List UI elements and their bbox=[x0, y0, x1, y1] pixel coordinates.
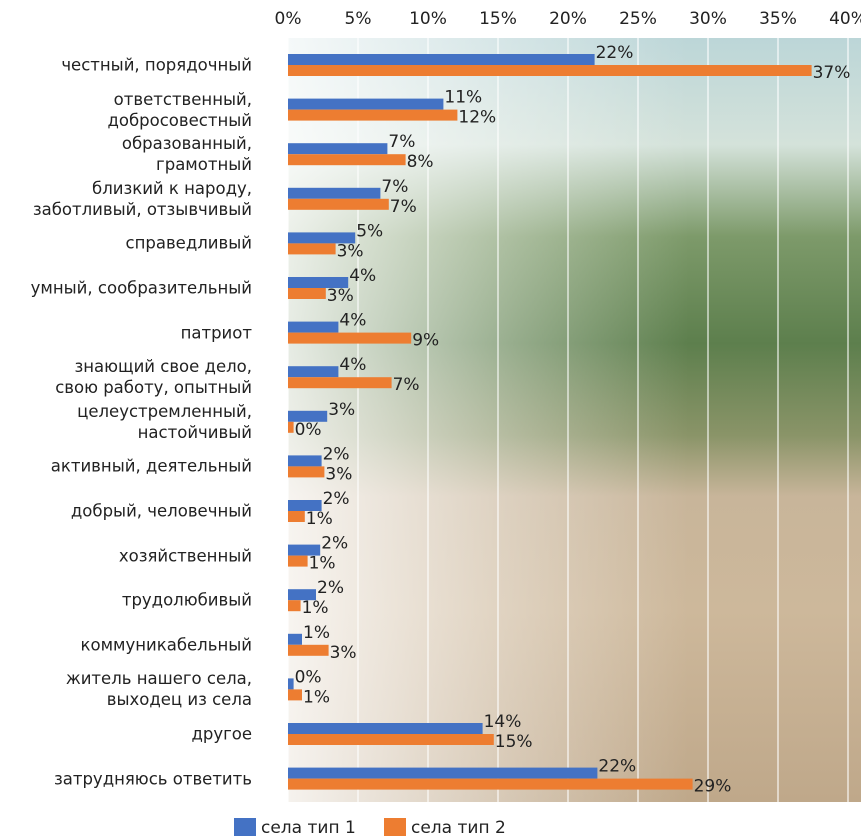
x-tick-label: 35% bbox=[759, 9, 797, 29]
bar bbox=[288, 511, 305, 522]
category-label: близкий к народу, заботливый, отзывчивый bbox=[0, 178, 252, 220]
value-label: 22% bbox=[596, 43, 634, 63]
bar bbox=[288, 288, 326, 299]
value-label: 5% bbox=[356, 221, 383, 241]
value-label: 3% bbox=[330, 643, 357, 663]
bar bbox=[288, 455, 322, 466]
value-label: 37% bbox=[813, 63, 851, 83]
category-label: честный, порядочный bbox=[0, 55, 252, 76]
value-label: 2% bbox=[323, 489, 350, 509]
bar bbox=[288, 143, 387, 154]
category-label: хозяйственный bbox=[0, 545, 252, 566]
bar bbox=[288, 768, 597, 779]
value-label: 15% bbox=[495, 732, 533, 752]
bar bbox=[288, 333, 411, 344]
legend-label: села тип 2 bbox=[411, 818, 506, 837]
page: 0%5%10%15%20%25%30%35%40%22%37%11%12%7%8… bbox=[0, 0, 861, 837]
bar bbox=[288, 99, 443, 110]
bar bbox=[288, 54, 595, 65]
category-label: патриот bbox=[0, 322, 252, 343]
value-label: 9% bbox=[412, 331, 439, 351]
bar bbox=[288, 689, 302, 700]
bar bbox=[288, 556, 308, 567]
value-label: 7% bbox=[381, 177, 408, 197]
category-label: трудолюбивый bbox=[0, 590, 252, 611]
bar bbox=[288, 645, 329, 656]
value-label: 0% bbox=[295, 420, 322, 440]
category-label: умный, сообразительный bbox=[0, 278, 252, 299]
value-label: 2% bbox=[317, 578, 344, 598]
category-label: активный, деятельный bbox=[0, 456, 252, 477]
bar bbox=[288, 600, 301, 611]
x-tick-label: 40% bbox=[829, 9, 861, 29]
category-label: коммуникабельный bbox=[0, 634, 252, 655]
bar bbox=[288, 199, 389, 210]
value-label: 3% bbox=[328, 400, 355, 420]
bar bbox=[288, 188, 380, 199]
value-label: 2% bbox=[323, 444, 350, 464]
x-tick-label: 30% bbox=[689, 9, 727, 29]
x-tick-label: 20% bbox=[549, 9, 587, 29]
bar bbox=[288, 322, 338, 333]
value-label: 1% bbox=[303, 687, 330, 707]
value-label: 2% bbox=[321, 534, 348, 554]
bar bbox=[288, 734, 494, 745]
value-label: 14% bbox=[484, 712, 522, 732]
category-label: затрудняюсь ответить bbox=[0, 768, 252, 789]
value-label: 1% bbox=[303, 623, 330, 643]
value-label: 3% bbox=[325, 464, 352, 484]
bar bbox=[288, 723, 483, 734]
bar bbox=[288, 678, 294, 689]
value-label: 22% bbox=[598, 757, 636, 777]
category-label: целеустремленный, настойчивый bbox=[0, 401, 252, 443]
legend-swatch bbox=[384, 818, 406, 836]
value-label: 7% bbox=[388, 132, 415, 152]
value-label: 0% bbox=[295, 667, 322, 687]
category-label: справедливый bbox=[0, 233, 252, 254]
value-label: 8% bbox=[407, 152, 434, 172]
bar bbox=[288, 634, 302, 645]
legend-label: села тип 1 bbox=[261, 818, 356, 837]
value-label: 1% bbox=[302, 598, 329, 618]
bar bbox=[288, 779, 693, 790]
category-label: образованный, грамотный bbox=[0, 133, 252, 175]
bar bbox=[288, 65, 812, 76]
value-label: 4% bbox=[339, 311, 366, 331]
bar bbox=[288, 243, 336, 254]
value-label: 12% bbox=[458, 108, 496, 128]
bar bbox=[288, 110, 457, 121]
category-label: ответственный, добросовестный bbox=[0, 89, 252, 131]
x-tick-label: 10% bbox=[409, 9, 447, 29]
value-label: 7% bbox=[393, 375, 420, 395]
bar bbox=[288, 154, 406, 165]
bar bbox=[288, 422, 294, 433]
value-label: 4% bbox=[339, 355, 366, 375]
x-tick-label: 25% bbox=[619, 9, 657, 29]
bar bbox=[288, 366, 338, 377]
value-label: 29% bbox=[694, 777, 732, 797]
category-label: житель нашего села, выходец из села bbox=[0, 668, 252, 710]
x-tick-label: 15% bbox=[479, 9, 517, 29]
bar bbox=[288, 377, 392, 388]
value-label: 1% bbox=[309, 554, 336, 574]
bar bbox=[288, 466, 324, 477]
category-label: знающий свое дело, свою работу, опытный bbox=[0, 356, 252, 398]
value-label: 1% bbox=[306, 509, 333, 529]
value-label: 3% bbox=[327, 286, 354, 306]
value-label: 11% bbox=[444, 88, 482, 108]
value-label: 4% bbox=[349, 266, 376, 286]
x-tick-label: 0% bbox=[275, 9, 302, 29]
legend-swatch bbox=[234, 818, 256, 836]
category-label: другое bbox=[0, 724, 252, 745]
value-label: 3% bbox=[337, 241, 364, 261]
category-label: добрый, человечный bbox=[0, 501, 252, 522]
x-tick-label: 5% bbox=[345, 9, 372, 29]
value-label: 7% bbox=[390, 197, 417, 217]
